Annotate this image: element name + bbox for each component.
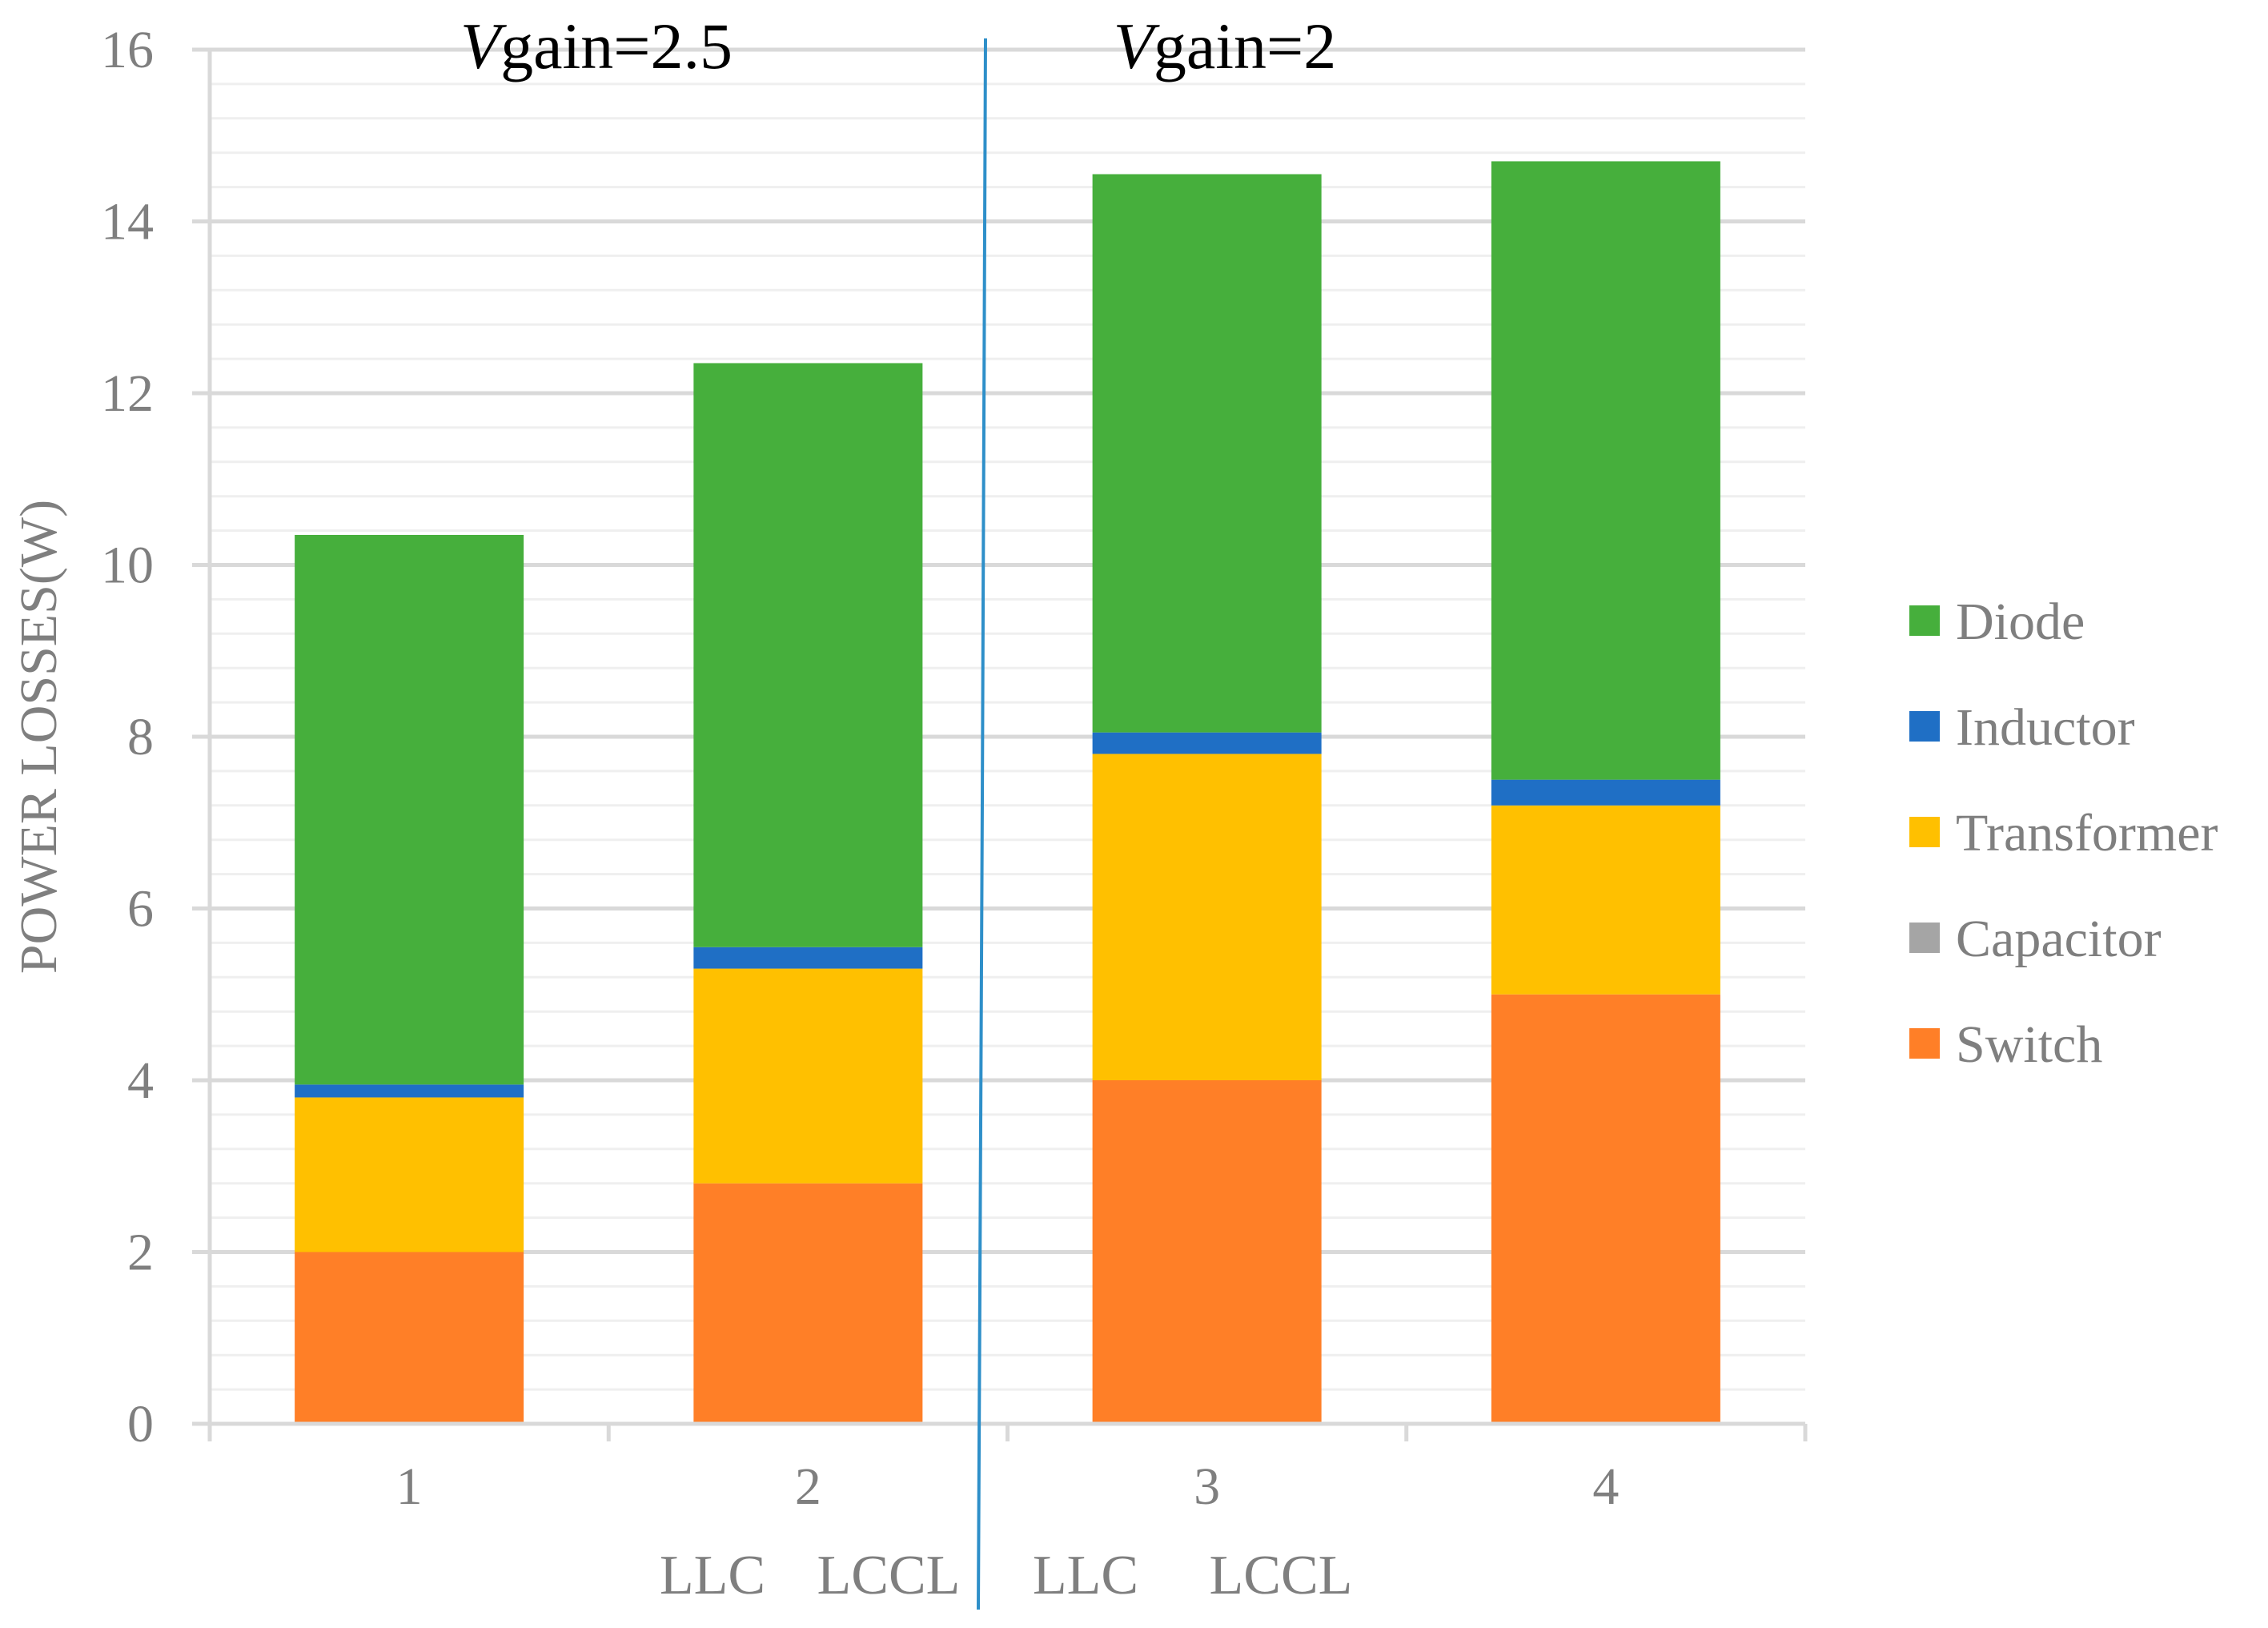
x-sub-label: LCCL [817,1545,961,1606]
y-tick-label: 16 [101,21,154,79]
region-label-italic: V [460,10,507,82]
bar-segment-transformer-cat-1 [295,1097,524,1252]
legend-label-transformer: Transformer [1956,804,2218,862]
y-tick-label: 14 [101,193,154,251]
x-sub-label: LCCL [1210,1545,1353,1606]
x-category-labels: 1 2 3 4 [396,1457,1620,1516]
x-sub-labels: LLC LCCL LLC LCCL [660,1545,1353,1606]
region-separator-line [977,38,987,1610]
region-label-vgain-2-5: Vgain=2.5 [460,10,733,82]
bar-segment-diode-cat-2 [693,363,923,947]
legend-swatch-switch [1909,1028,1940,1059]
x-category-label: 2 [795,1457,821,1516]
region-label-rest: gain=2.5 [500,10,733,82]
legend-label-capacitor: Capacitor [1956,910,2162,968]
x-category-label: 3 [1194,1457,1220,1516]
bar-segment-diode-cat-1 [295,534,524,1085]
y-tick-label: 6 [127,880,154,939]
y-tick-label: 0 [127,1395,154,1453]
legend-swatch-inductor [1909,711,1940,742]
y-axis-title: POWER LOSSES(W) [10,500,68,974]
region-label-vgain-2: Vgain=2 [1114,10,1337,82]
bar-segment-inductor-cat-1 [295,1084,524,1098]
bar-segment-diode-cat-3 [1092,174,1322,733]
bar-segment-switch-cat-4 [1491,994,1720,1424]
y-tick-label: 10 [101,537,154,595]
region-label-rest: gain=2 [1154,10,1336,82]
legend-label-diode: Diode [1956,593,2085,651]
bar-segment-inductor-cat-3 [1092,732,1322,754]
bar-segment-transformer-cat-4 [1491,805,1720,995]
y-tick-label: 2 [127,1224,154,1282]
bar-segment-inductor-cat-2 [693,947,923,969]
y-tick-label: 4 [127,1051,154,1110]
y-tick-label: 12 [101,364,154,423]
legend-swatch-transformer [1909,817,1940,847]
bar-segment-transformer-cat-3 [1092,754,1322,1080]
bar-segment-transformer-cat-2 [693,968,923,1184]
legend-swatch-capacitor [1909,923,1940,953]
y-tick-labels: 0 2 4 6 8 10 12 14 16 [101,21,154,1453]
bar-segment-switch-cat-1 [295,1252,524,1424]
bars [295,161,1720,1424]
axes [192,47,1808,1441]
legend: Diode Inductor Transformer Capacitor Switch [1909,593,2218,1074]
bar-segment-diode-cat-4 [1491,161,1720,780]
bar-segment-inductor-cat-4 [1491,779,1720,806]
legend-swatch-diode [1909,605,1940,636]
x-category-label: 1 [396,1457,423,1516]
bar-segment-switch-cat-3 [1092,1080,1322,1424]
x-sub-label: LLC [1033,1545,1138,1606]
x-sub-label: LLC [660,1545,765,1606]
y-tick-label: 8 [127,708,154,766]
legend-label-switch: Switch [1956,1015,2102,1074]
bar-segment-switch-cat-2 [693,1183,923,1424]
legend-label-inductor: Inductor [1956,698,2135,757]
region-label-italic: V [1114,10,1160,82]
x-category-label: 4 [1592,1457,1619,1516]
